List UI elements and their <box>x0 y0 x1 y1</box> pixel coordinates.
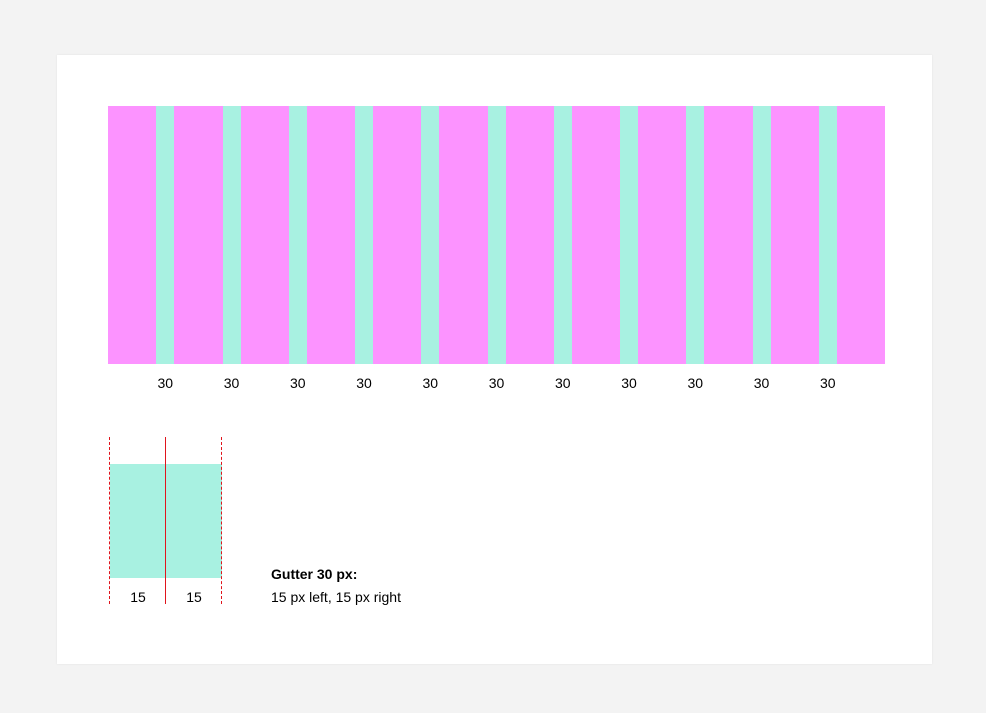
gutter-label-2: 30 <box>223 375 240 391</box>
gutter-9 <box>686 106 705 364</box>
gutter-right-edge-guide <box>221 437 222 604</box>
gutter-1 <box>156 106 175 364</box>
gutter-8 <box>620 106 638 364</box>
gutter-label-4: 30 <box>356 375 372 391</box>
gutter-2 <box>222 106 241 364</box>
gutter-detail: 15 15 Gutter 30 px: 15 px left, 15 px ri… <box>57 55 932 664</box>
gutter-3 <box>288 106 307 364</box>
gutter-caption-description: 15 px left, 15 px right <box>271 589 401 605</box>
gutter-center-guide <box>165 437 166 604</box>
gutter-11 <box>818 106 837 364</box>
gutter-label-7: 30 <box>554 375 571 391</box>
gutter-label-6: 30 <box>488 375 505 391</box>
gutter-4 <box>355 106 373 364</box>
grid-columns <box>108 106 885 364</box>
gutter-half-right-label: 15 <box>186 589 202 605</box>
gutter-label-10: 30 <box>753 375 770 391</box>
gutter-6 <box>487 106 506 364</box>
gutter-detail-box <box>110 464 222 578</box>
gutter-caption-title: Gutter 30 px: <box>271 566 358 582</box>
gutter-10 <box>752 106 771 364</box>
gutter-label-5: 30 <box>422 375 439 391</box>
gutter-label-11: 30 <box>819 375 836 391</box>
gutter-label-9: 30 <box>687 375 704 391</box>
gutter-label-8: 30 <box>621 375 637 391</box>
gutter-label-3: 30 <box>289 375 306 391</box>
gutter-5 <box>421 106 440 364</box>
gutter-label-1: 30 <box>157 375 174 391</box>
gutter-7 <box>553 106 572 364</box>
gutter-left-edge-guide <box>109 437 110 604</box>
gutter-half-left-label: 15 <box>130 589 146 605</box>
diagram-card: 30 30 30 30 30 30 30 30 30 30 30 15 15 Gutter 30 p… <box>57 55 932 664</box>
